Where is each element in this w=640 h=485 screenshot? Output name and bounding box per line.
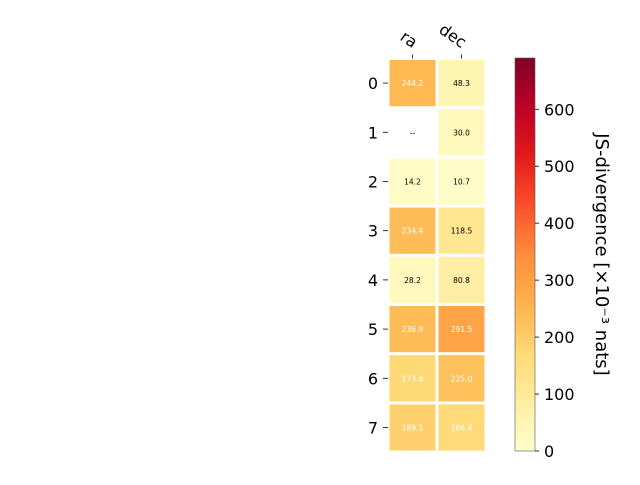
heatmap-cell-5-dec	[438, 306, 485, 353]
heatmap-cell-6-ra	[389, 355, 436, 402]
row-tick-label: 2	[368, 173, 378, 192]
heatmap-cell-2-dec	[438, 158, 485, 205]
column-tick-label: ra	[397, 27, 421, 52]
heatmap-cell-1-ra	[389, 109, 436, 156]
colorbar-tick-label: 100	[544, 385, 575, 404]
heatmap-cell-label: 173.6	[402, 374, 424, 383]
heatmap-cell-label: 189.1	[402, 424, 424, 433]
colorbar-tick-label: 300	[544, 271, 575, 290]
heatmap-cell-label: 80.8	[453, 276, 470, 285]
heatmap-cell-label: 48.3	[453, 79, 470, 88]
colorbar-tick-label: 400	[544, 214, 575, 233]
heatmap-cell-4-dec	[438, 256, 485, 303]
heatmap-cell-7-dec	[438, 404, 485, 451]
row-tick-label: 5	[368, 320, 378, 339]
colorbar-tick-label: 0	[544, 442, 554, 461]
heatmap-cell-0-dec	[438, 60, 485, 107]
heatmap-cell-label: 236.9	[402, 325, 424, 334]
heatmap-cell-7-ra	[389, 404, 436, 451]
colorbar-ticks: 0 100 200 300 400 500 600	[535, 100, 575, 461]
row-tick-label: 1	[368, 123, 378, 142]
heatmap-cell-label: 166.4	[451, 424, 473, 433]
heatmap-cell-label: 28.2	[404, 276, 421, 285]
colorbar-label: JS-divergence [×10⁻³ nats]	[591, 132, 612, 375]
colorbar-tick-label: 200	[544, 328, 575, 347]
heatmap-cell-label: 244.2	[402, 79, 424, 88]
column-axis: ra dec	[397, 20, 470, 59]
heatmap-cell-label: --	[410, 128, 416, 137]
colorbar: 0 100 200 300 400 500 600 JS-divergence [×10⁻³…	[514, 57, 612, 461]
heatmap-cell-0-ra	[389, 60, 436, 107]
column-tick-label: dec	[436, 20, 470, 52]
heatmap-cell-label: 225.0	[451, 374, 473, 383]
row-tick-label: 4	[368, 271, 378, 290]
heatmap-cell-label: 10.7	[453, 178, 470, 187]
row-tick-label: 0	[368, 74, 378, 93]
heatmap-cell-3-ra	[389, 207, 436, 254]
heatmap-cell-label: 291.5	[451, 325, 473, 334]
heatmap-cell-label: 118.5	[451, 227, 473, 236]
heatmap-cell-5-ra	[389, 306, 436, 353]
colorbar-tick-label: 600	[544, 100, 575, 119]
heatmap-cell-6-dec	[438, 355, 485, 402]
heatmap-cell-1-dec	[438, 109, 485, 156]
heatmap-cell-2-ra	[389, 158, 436, 205]
heatmap-cell-label: 30.0	[453, 128, 470, 137]
heatmap-cell-4-ra	[389, 256, 436, 303]
colorbar-tick-label: 500	[544, 157, 575, 176]
heatmap-cells: 244.2 48.3 -- 30.0 14.2 10.7 234.4 118.5 28.2 80.…	[389, 60, 485, 451]
row-tick-label: 6	[368, 369, 378, 388]
heatmap-cell-3-dec	[438, 207, 485, 254]
row-tick-label: 3	[368, 222, 378, 241]
colorbar-gradient	[514, 57, 536, 452]
row-axis: 0 1 2 3 4 5 6 7	[368, 74, 388, 438]
heatmap-cell-label: 14.2	[404, 178, 421, 187]
heatmap-cell-label: 234.4	[402, 227, 424, 236]
row-tick-label: 7	[368, 419, 378, 438]
